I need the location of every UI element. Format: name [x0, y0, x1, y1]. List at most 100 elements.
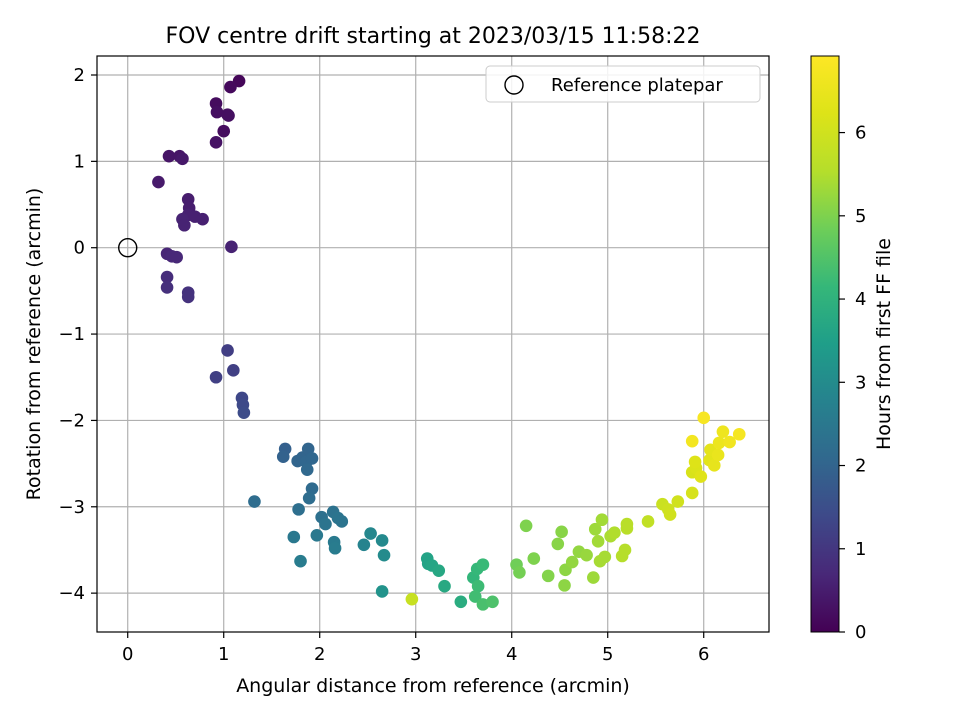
data-point	[712, 436, 726, 450]
data-point	[221, 108, 234, 122]
x-axis-ticks: 0 1 2 3 4 5 6	[122, 632, 709, 665]
data-point	[209, 136, 223, 149]
reference-platepar-marker	[118, 238, 138, 258]
data-point	[694, 470, 708, 483]
data-point	[608, 526, 621, 539]
data-point	[310, 528, 324, 542]
data-point	[357, 538, 371, 552]
data-point	[438, 579, 451, 593]
data-point	[723, 435, 736, 449]
y-axis-ticks: 2 1 0 −1 −2 −3 −4	[58, 65, 97, 604]
colorbar: 0 1 2 3 4 5 6 Hours from first FF file	[810, 55, 895, 643]
data-point	[405, 592, 419, 606]
data-point	[176, 152, 189, 166]
data-point	[620, 517, 634, 531]
data-point	[335, 515, 349, 528]
data-point	[732, 427, 746, 441]
data-point	[375, 534, 389, 547]
legend: Reference platepar	[485, 65, 761, 103]
legend-label: Reference platepar	[551, 75, 723, 96]
data-point	[541, 569, 555, 583]
data-point	[685, 486, 699, 500]
data-point	[227, 364, 240, 377]
data-point	[287, 530, 301, 544]
x-tick-label: 6	[698, 644, 709, 665]
data-point	[319, 517, 332, 531]
data-points	[152, 74, 746, 611]
data-point	[294, 554, 307, 568]
x-tick-label: 1	[218, 644, 229, 665]
y-tick-label: −3	[58, 497, 85, 518]
data-point	[707, 459, 721, 472]
data-point	[209, 370, 223, 384]
data-point	[276, 450, 290, 463]
x-tick-label: 3	[410, 644, 421, 665]
data-point	[160, 270, 174, 284]
data-point	[432, 564, 446, 577]
data-point	[641, 515, 655, 528]
data-point	[196, 212, 209, 226]
data-point	[181, 290, 195, 304]
colorbar-ticks: 0 1 2 3 4 5 6	[839, 123, 866, 643]
data-point	[697, 411, 711, 425]
colorbar-tick-label: 3	[855, 372, 866, 393]
data-point	[593, 554, 607, 568]
data-point	[587, 571, 600, 584]
data-point	[302, 491, 316, 505]
y-tick-label: −2	[58, 410, 85, 431]
data-point	[486, 595, 499, 609]
data-point	[375, 585, 389, 598]
data-point	[476, 598, 490, 611]
data-point	[555, 525, 568, 539]
data-point	[224, 80, 237, 94]
data-point	[565, 555, 579, 569]
data-point	[237, 406, 251, 419]
colorbar-tick-label: 4	[855, 289, 866, 310]
grid-lines	[97, 56, 769, 632]
data-point	[519, 519, 533, 533]
y-tick-label: −1	[58, 324, 85, 345]
x-tick-label: 0	[122, 644, 133, 665]
y-tick-label: 2	[74, 65, 85, 86]
data-point	[305, 452, 319, 465]
data-point	[685, 434, 699, 448]
data-point	[468, 590, 482, 603]
data-point	[225, 240, 238, 254]
colorbar-tick-label: 2	[855, 456, 866, 477]
data-point	[471, 579, 485, 593]
legend-marker-icon	[504, 75, 524, 95]
y-tick-label: −4	[58, 583, 85, 604]
y-axis-label: Rotation from reference (arcmin)	[23, 188, 45, 501]
data-point	[558, 579, 571, 592]
colorbar-tick-label: 0	[855, 622, 866, 643]
data-point	[671, 495, 685, 508]
data-point	[663, 508, 677, 521]
data-point	[160, 281, 174, 294]
data-point	[210, 105, 224, 119]
plot-frame	[96, 55, 770, 633]
data-point	[377, 548, 391, 562]
data-point	[217, 124, 231, 138]
data-point	[688, 455, 702, 469]
data-point	[716, 425, 730, 438]
data-point	[476, 558, 490, 571]
colorbar-gradient	[810, 55, 840, 633]
data-point	[527, 552, 541, 565]
data-point	[178, 218, 191, 232]
data-point	[292, 503, 305, 516]
y-tick-label: 0	[74, 238, 85, 259]
x-tick-label: 2	[314, 644, 325, 665]
colorbar-label: Hours from first FF file	[873, 238, 895, 450]
data-point	[221, 344, 234, 357]
colorbar-tick-label: 6	[855, 123, 866, 144]
x-axis-label: Angular distance from reference (arcmin)	[236, 675, 630, 697]
data-point	[591, 535, 605, 548]
data-point	[454, 595, 468, 609]
data-point	[152, 175, 165, 189]
colorbar-tick-label: 1	[855, 539, 866, 560]
data-point	[328, 541, 342, 555]
x-tick-label: 4	[506, 644, 517, 665]
data-point	[711, 448, 725, 462]
